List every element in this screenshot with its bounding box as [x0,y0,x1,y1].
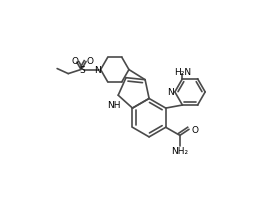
Text: N: N [167,88,174,97]
Text: S: S [80,66,85,75]
Text: NH: NH [108,100,121,109]
Text: O: O [86,57,93,66]
Text: O: O [192,125,199,134]
Text: H₂N: H₂N [174,67,191,76]
Text: NH₂: NH₂ [171,147,188,156]
Text: O: O [72,57,79,66]
Text: N: N [94,66,101,75]
